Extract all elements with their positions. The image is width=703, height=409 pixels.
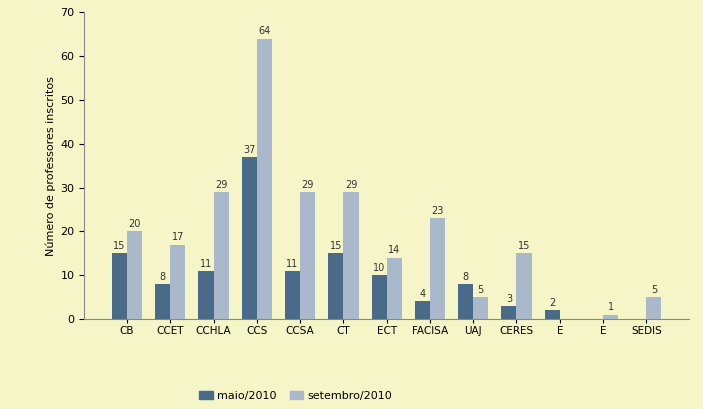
Text: 10: 10 [373, 263, 385, 273]
Bar [545, 310, 560, 319]
Bar [214, 192, 228, 319]
Text: 29: 29 [215, 180, 227, 190]
Bar [170, 245, 186, 319]
Text: 15: 15 [330, 241, 342, 251]
Bar [343, 192, 359, 319]
Y-axis label: Número de professores inscritos: Número de professores inscritos [46, 76, 56, 256]
Bar [371, 275, 387, 319]
Text: 15: 15 [113, 241, 126, 251]
Text: 2: 2 [549, 298, 555, 308]
Bar [155, 284, 170, 319]
Text: 8: 8 [463, 272, 469, 282]
Bar [387, 258, 402, 319]
Legend: maio/2010, setembro/2010: maio/2010, setembro/2010 [195, 387, 397, 405]
Text: 11: 11 [286, 258, 299, 269]
Text: 20: 20 [129, 219, 141, 229]
Bar [501, 306, 517, 319]
Text: 1: 1 [607, 302, 614, 312]
Bar [646, 297, 662, 319]
Bar [127, 231, 142, 319]
Text: 37: 37 [243, 145, 255, 155]
Text: 5: 5 [477, 285, 484, 295]
Text: 4: 4 [419, 289, 425, 299]
Bar [300, 192, 315, 319]
Bar [603, 315, 618, 319]
Text: 29: 29 [302, 180, 314, 190]
Bar [257, 38, 272, 319]
Text: 64: 64 [258, 26, 271, 36]
Bar [458, 284, 473, 319]
Bar [517, 253, 531, 319]
Bar [430, 218, 445, 319]
Text: 17: 17 [172, 232, 184, 242]
Text: 8: 8 [160, 272, 166, 282]
Bar [285, 271, 300, 319]
Bar [328, 253, 343, 319]
Bar [112, 253, 127, 319]
Text: 5: 5 [651, 285, 657, 295]
Bar [198, 271, 214, 319]
Text: 14: 14 [388, 245, 400, 256]
Bar [473, 297, 489, 319]
Text: 11: 11 [200, 258, 212, 269]
Text: 3: 3 [506, 294, 512, 303]
Bar [415, 301, 430, 319]
Text: 29: 29 [344, 180, 357, 190]
Text: 23: 23 [432, 206, 444, 216]
Text: 15: 15 [518, 241, 530, 251]
Bar [242, 157, 257, 319]
